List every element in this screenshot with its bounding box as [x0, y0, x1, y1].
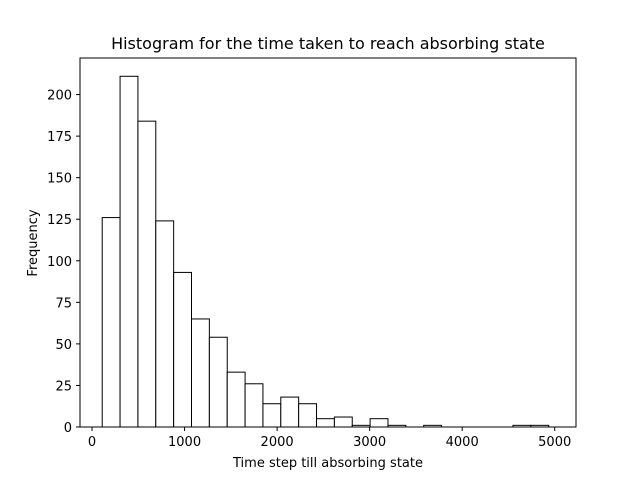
histogram-bar-7 [226, 371, 246, 428]
y-tick-label-25: 25 [55, 379, 72, 394]
bars-group [101, 75, 550, 428]
y-tick-label-175: 175 [47, 130, 72, 145]
histogram-bar-10 [280, 396, 300, 428]
histogram-bar-12 [316, 418, 335, 428]
histogram-bar-8 [244, 383, 264, 428]
x-tick-label-0: 0 [88, 435, 96, 450]
histogram-bar-13 [333, 416, 353, 428]
y-axis-label: Frequency [26, 209, 41, 276]
chart-title: Histogram for the time taken to reach ab… [111, 34, 545, 53]
y-tick-label-75: 75 [55, 296, 72, 311]
x-tick-label-2000: 2000 [261, 435, 294, 450]
x-tick-label-5000: 5000 [538, 435, 571, 450]
y-tick-label-0: 0 [64, 421, 72, 436]
histogram-bar-0 [101, 217, 121, 428]
histogram-bar-6 [208, 336, 228, 428]
axes-group: 0 1000 2000 3000 4000 5000 0 25 50 75 100 125 150 175… [47, 57, 577, 450]
histogram-bar-2 [137, 120, 157, 428]
y-tick-label-50: 50 [55, 338, 72, 353]
histogram-bar-5 [191, 318, 210, 428]
histogram-bar-1 [119, 75, 139, 428]
y-tick-label-200: 200 [47, 89, 72, 104]
histogram-bar-15 [369, 418, 389, 428]
histogram-bar-9 [262, 403, 282, 428]
x-tick-label-1000: 1000 [168, 435, 201, 450]
x-tick-label-3000: 3000 [353, 435, 386, 450]
x-axis-label: Time step till absorbing state [232, 456, 423, 471]
plot-frame [79, 57, 577, 428]
histogram-bar-11 [298, 403, 318, 428]
histogram-bar-3 [155, 220, 175, 428]
x-tick-label-4000: 4000 [446, 435, 479, 450]
histogram-bar-4 [173, 271, 193, 428]
y-tick-label-150: 150 [47, 172, 72, 187]
y-tick-label-125: 125 [47, 213, 72, 228]
y-tick-label-100: 100 [47, 255, 72, 270]
